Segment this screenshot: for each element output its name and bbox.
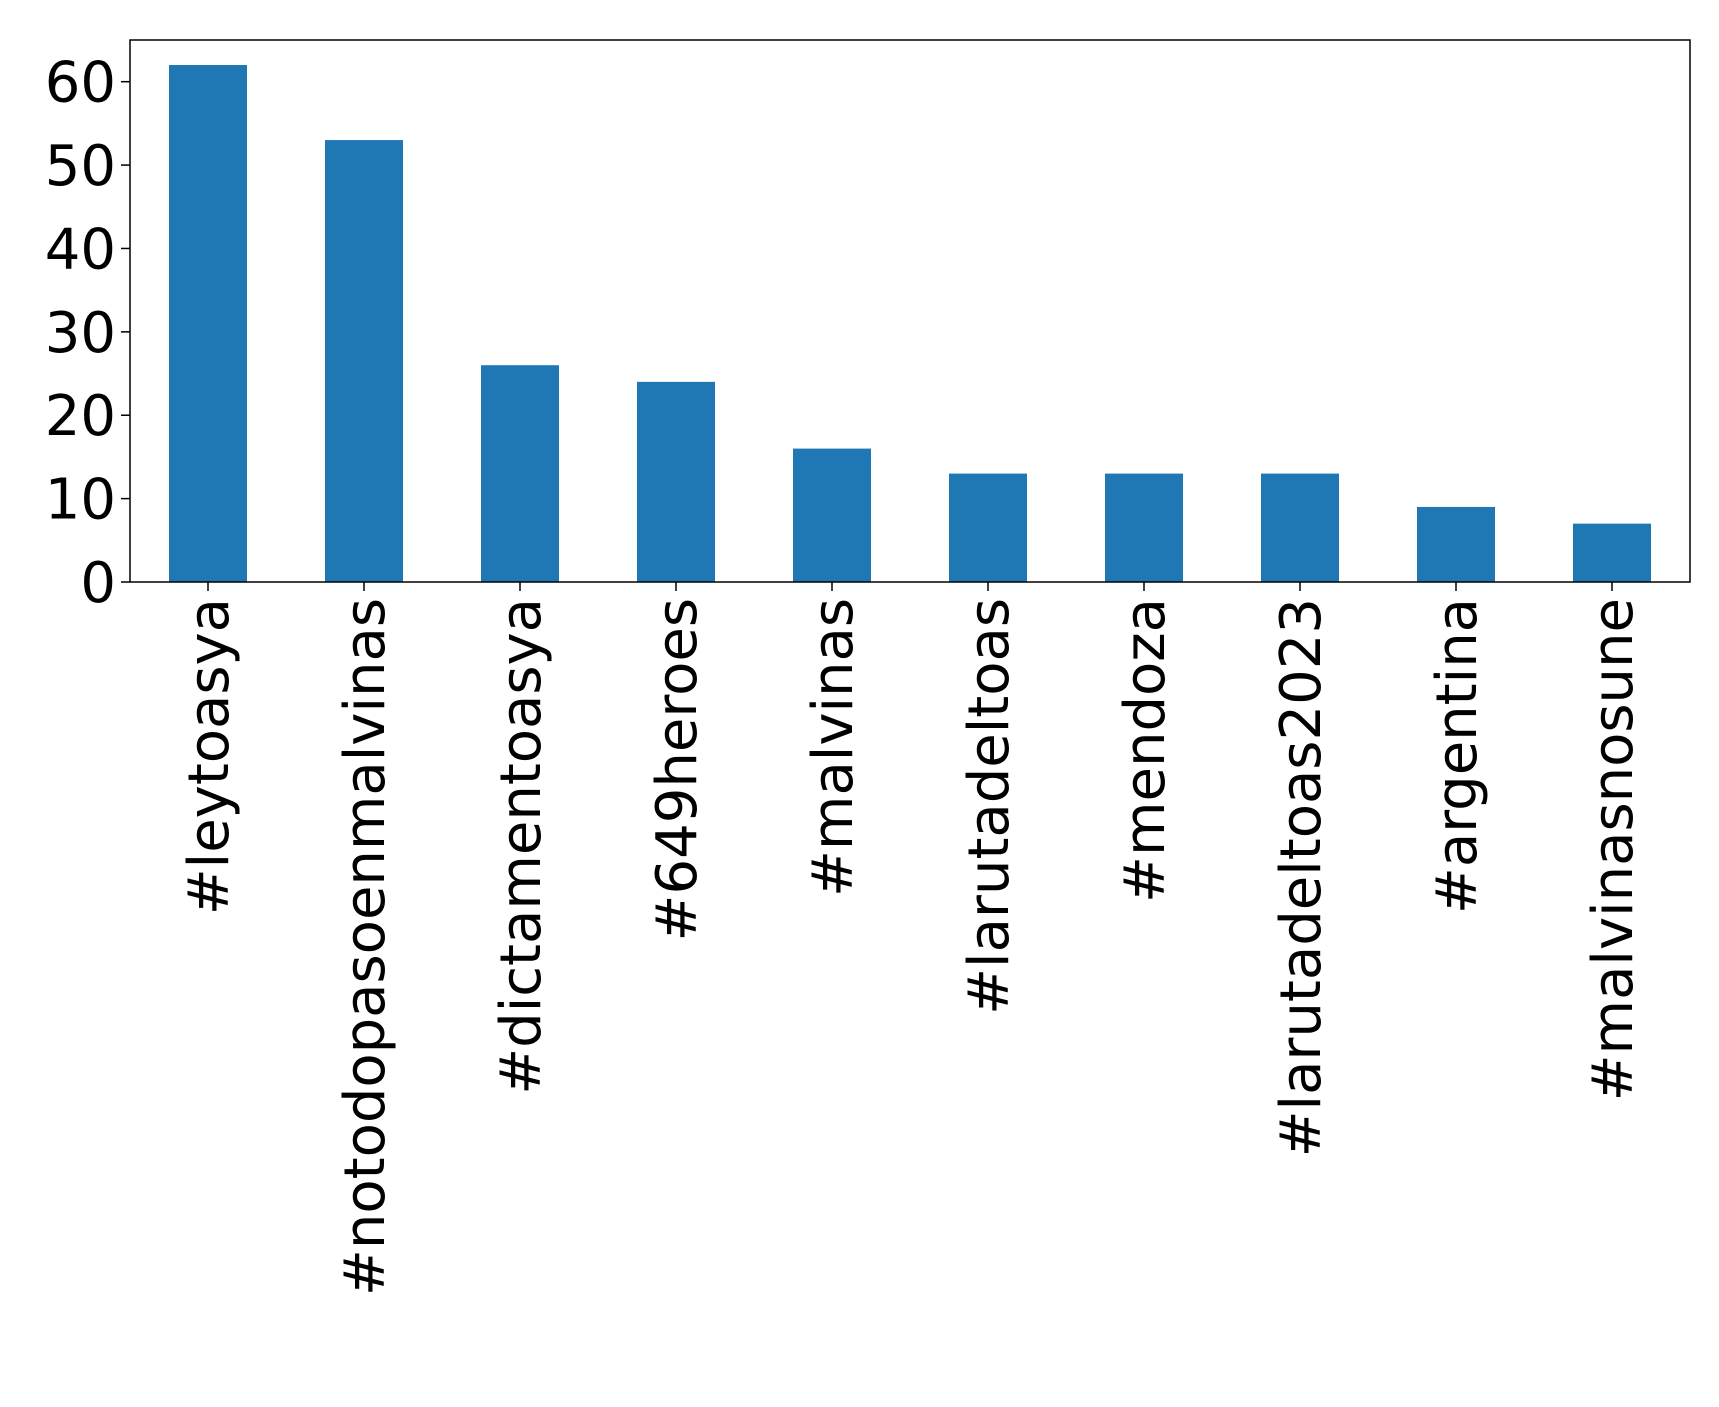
bar (481, 365, 559, 582)
x-tick-label: #leytoasya (177, 598, 242, 915)
x-tick-label: #argentina (1425, 598, 1490, 914)
bar (325, 140, 403, 583)
x-tick-label: #notodopasoenmalvinas (333, 598, 398, 1296)
y-tick-label: 20 (45, 384, 116, 449)
x-axis: #leytoasya #notodopasoenmalvinas #dictamen… (177, 582, 1646, 1296)
bar (1417, 506, 1495, 582)
bar (1105, 473, 1183, 582)
bar (793, 448, 871, 582)
x-tick-label: #malvinas (801, 598, 866, 897)
plot-frame (129, 39, 1691, 583)
x-tick-label: #larutadeltoas (957, 598, 1022, 1015)
y-tick-label: 50 (45, 134, 116, 199)
y-tick-label: 0 (80, 551, 116, 616)
y-axis: 0 10 20 30 40 50 60 (45, 51, 130, 616)
bars-group (169, 65, 1651, 583)
y-tick-label: 30 (45, 301, 116, 366)
bar (1573, 523, 1651, 582)
y-tick-label: 60 (45, 51, 116, 116)
bar (637, 381, 715, 582)
bar (949, 473, 1027, 582)
x-tick-label: #larutadeltoas2023 (1269, 598, 1334, 1157)
y-tick-label: 40 (45, 217, 116, 282)
y-tick-label: 10 (45, 468, 116, 533)
x-tick-label: #dictamentoasya (489, 598, 554, 1095)
x-tick-label: #malvinasnosune (1581, 598, 1646, 1101)
x-tick-label: #mendoza (1113, 598, 1178, 903)
bar (169, 65, 247, 582)
x-tick-label: #649heroes (645, 598, 710, 941)
bar (1261, 473, 1339, 582)
